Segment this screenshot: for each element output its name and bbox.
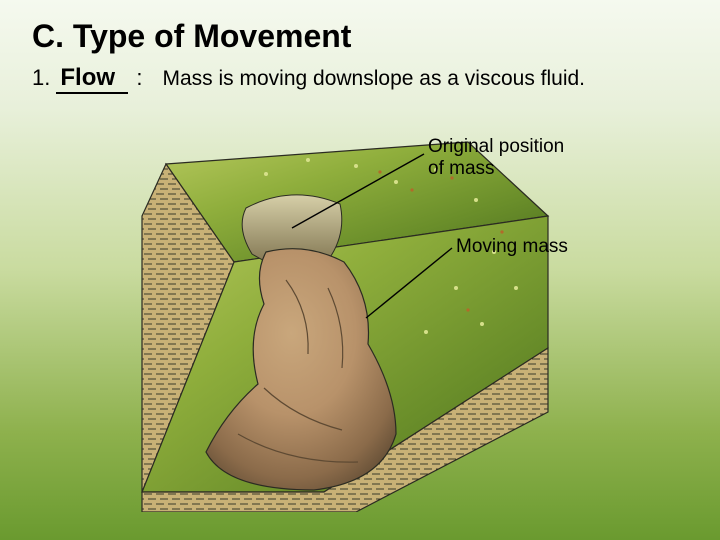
section-heading: C. Type of Movement (32, 18, 351, 55)
item-row: 1. Flow : Mass is moving downslope as a … (32, 64, 700, 94)
blank-word: Flow (56, 64, 119, 93)
item-number: 1. (32, 65, 50, 91)
definition-text: Mass is moving downslope as a viscous fl… (162, 67, 585, 91)
label-original-position: Original positionof mass (428, 136, 564, 180)
label-moving-mass: Moving mass (456, 236, 568, 258)
fill-in-blank: Flow (56, 64, 128, 94)
flow-diagram: Original positionof mass Moving mass (96, 112, 616, 512)
colon: : (136, 65, 142, 91)
